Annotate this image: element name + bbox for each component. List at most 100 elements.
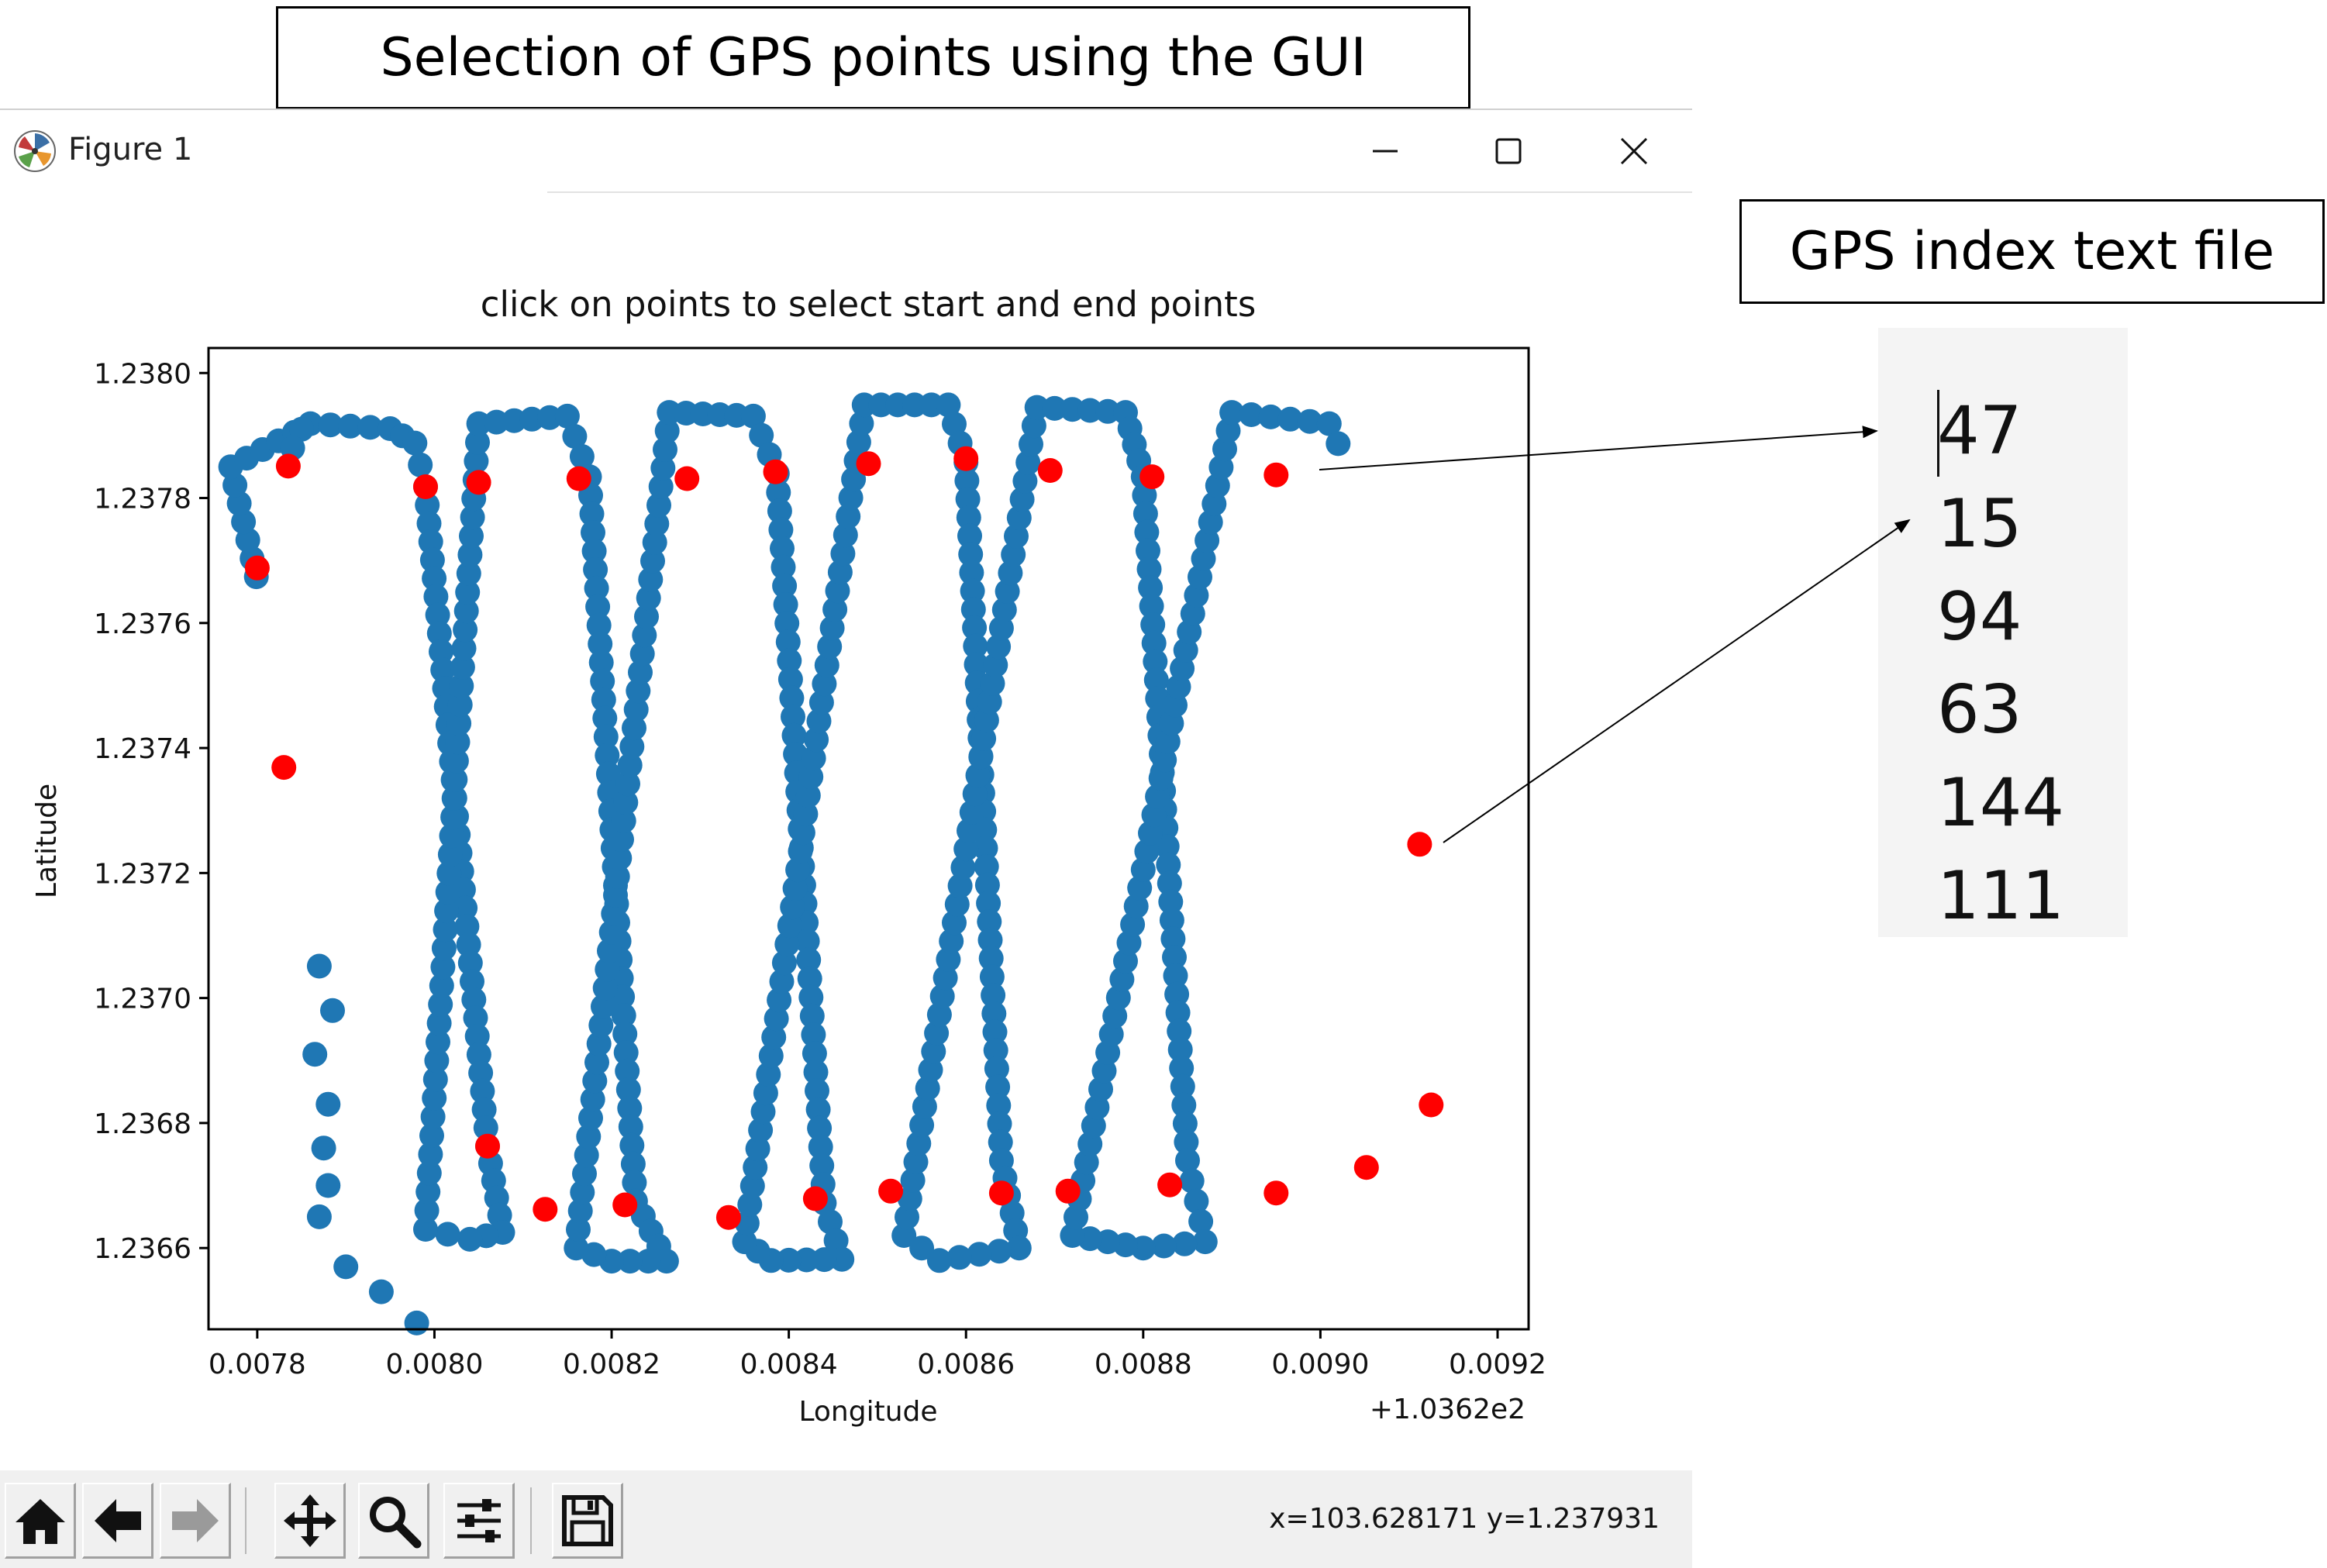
- gps-point[interactable]: [912, 1094, 937, 1119]
- gps-point[interactable]: [562, 424, 588, 449]
- gps-point[interactable]: [430, 657, 456, 683]
- gps-point[interactable]: [453, 598, 479, 624]
- gps-point[interactable]: [570, 1180, 595, 1205]
- gps-point[interactable]: [416, 1160, 442, 1186]
- gps-point[interactable]: [1024, 395, 1050, 420]
- gps-point[interactable]: [1172, 1231, 1198, 1256]
- gps-point[interactable]: [642, 529, 667, 555]
- gps-point[interactable]: [615, 1058, 640, 1084]
- gps-point[interactable]: [1179, 1168, 1205, 1194]
- selected-gps-point[interactable]: [1139, 464, 1165, 490]
- gps-point[interactable]: [446, 711, 472, 736]
- gps-point[interactable]: [788, 839, 813, 864]
- gps-point[interactable]: [457, 542, 483, 567]
- gps-point[interactable]: [605, 864, 630, 889]
- gps-point[interactable]: [455, 580, 481, 605]
- gps-point[interactable]: [758, 1043, 784, 1069]
- gps-point[interactable]: [981, 1001, 1007, 1026]
- gps-point[interactable]: [955, 487, 981, 512]
- gps-point[interactable]: [1006, 505, 1032, 531]
- gps-point[interactable]: [644, 511, 670, 536]
- gps-point[interactable]: [804, 727, 829, 753]
- gps-point[interactable]: [622, 715, 646, 741]
- gps-point[interactable]: [576, 1124, 602, 1149]
- gps-point[interactable]: [450, 654, 475, 680]
- gps-point[interactable]: [426, 1029, 450, 1055]
- gps-point[interactable]: [805, 1097, 831, 1122]
- selected-gps-point[interactable]: [475, 1133, 500, 1159]
- gps-point[interactable]: [595, 761, 621, 787]
- gps-point[interactable]: [357, 415, 383, 440]
- gps-point[interactable]: [974, 708, 999, 733]
- gps-point[interactable]: [471, 1097, 497, 1122]
- gps-point[interactable]: [805, 1078, 829, 1104]
- gps-point[interactable]: [998, 560, 1023, 586]
- gps-point[interactable]: [465, 429, 490, 455]
- gps-point[interactable]: [422, 566, 447, 591]
- gps-point[interactable]: [985, 1074, 1011, 1100]
- gps-point[interactable]: [567, 1198, 593, 1224]
- gps-point[interactable]: [962, 615, 988, 640]
- gps-point[interactable]: [1163, 963, 1188, 988]
- gps-point[interactable]: [582, 1068, 608, 1094]
- gps-point[interactable]: [320, 998, 345, 1023]
- gps-point[interactable]: [957, 818, 981, 843]
- gps-point[interactable]: [428, 991, 453, 1017]
- gps-point[interactable]: [1297, 408, 1322, 434]
- selected-gps-point[interactable]: [1407, 832, 1432, 857]
- gps-point[interactable]: [909, 1112, 935, 1138]
- gps-point[interactable]: [895, 1204, 919, 1230]
- gps-point[interactable]: [1015, 450, 1041, 475]
- gps-point[interactable]: [794, 1247, 819, 1273]
- gps-point[interactable]: [418, 529, 443, 554]
- gps-point[interactable]: [449, 674, 474, 698]
- selected-gps-point[interactable]: [1263, 1180, 1289, 1206]
- gps-point[interactable]: [1171, 1092, 1197, 1118]
- gps-point[interactable]: [1132, 483, 1157, 508]
- gps-point[interactable]: [564, 1235, 589, 1261]
- selected-gps-point[interactable]: [802, 1186, 828, 1211]
- gps-point[interactable]: [622, 1170, 647, 1195]
- gps-point[interactable]: [1219, 400, 1245, 426]
- gps-point[interactable]: [436, 860, 462, 886]
- gps-point[interactable]: [461, 987, 487, 1012]
- gps-point[interactable]: [601, 901, 626, 926]
- gps-point[interactable]: [950, 855, 976, 880]
- gps-point[interactable]: [435, 1222, 460, 1247]
- gps-point[interactable]: [306, 1204, 332, 1229]
- gps-point[interactable]: [974, 872, 1000, 898]
- gps-point[interactable]: [745, 1136, 770, 1162]
- gps-point[interactable]: [740, 403, 766, 429]
- gps-point[interactable]: [767, 498, 792, 524]
- gps-point[interactable]: [775, 629, 801, 655]
- zoom-button[interactable]: [358, 1483, 429, 1559]
- gps-point[interactable]: [753, 1080, 778, 1106]
- gps-point[interactable]: [796, 947, 822, 973]
- gps-point[interactable]: [648, 474, 674, 499]
- gps-point[interactable]: [439, 823, 464, 849]
- gps-point[interactable]: [607, 846, 633, 871]
- gps-point[interactable]: [795, 783, 821, 808]
- gps-point[interactable]: [1140, 612, 1166, 637]
- gps-point[interactable]: [440, 805, 466, 830]
- gps-point[interactable]: [425, 602, 450, 628]
- gps-point[interactable]: [995, 579, 1020, 604]
- gps-point[interactable]: [429, 973, 454, 998]
- gps-point[interactable]: [921, 1039, 946, 1064]
- gps-point[interactable]: [408, 452, 433, 477]
- gps-point[interactable]: [749, 422, 774, 448]
- gps-point[interactable]: [456, 932, 481, 957]
- gps-point[interactable]: [968, 744, 994, 770]
- gps-point[interactable]: [1188, 1208, 1214, 1234]
- gps-point[interactable]: [956, 505, 981, 530]
- gps-point[interactable]: [976, 891, 1001, 916]
- gps-point[interactable]: [1042, 395, 1067, 421]
- gps-point[interactable]: [595, 956, 620, 982]
- gps-point[interactable]: [959, 800, 984, 825]
- gps-point[interactable]: [404, 1310, 429, 1335]
- gps-point[interactable]: [456, 560, 481, 586]
- gps-point[interactable]: [964, 652, 989, 677]
- selected-gps-point[interactable]: [1353, 1155, 1379, 1180]
- gps-point[interactable]: [585, 594, 611, 619]
- gps-point[interactable]: [801, 1022, 826, 1047]
